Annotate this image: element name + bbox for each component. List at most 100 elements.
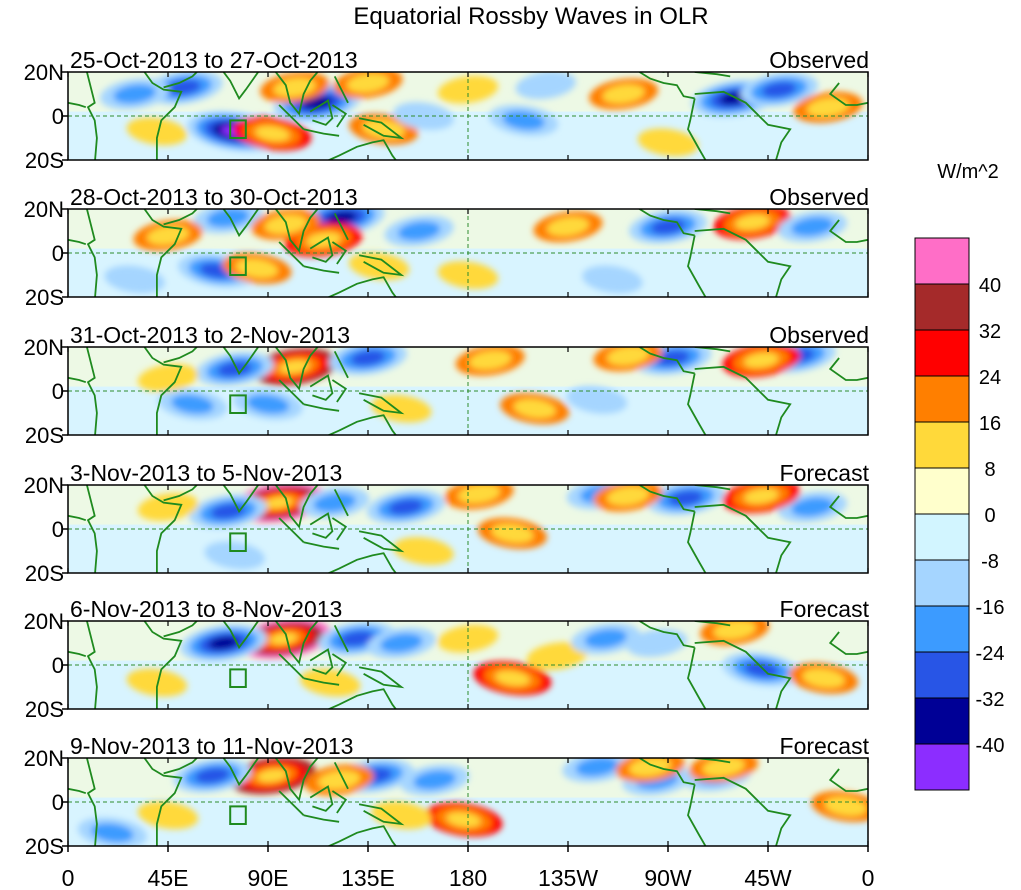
australia-north-coast <box>326 688 397 709</box>
south-america-west-coast <box>687 98 707 160</box>
x-tick-label: 90W <box>644 865 692 890</box>
anomaly-2-1-level--32 <box>326 211 357 225</box>
anomaly-5-9-level-8 <box>802 668 845 688</box>
anomaly-2-15-level--8 <box>582 265 643 294</box>
australia-north-coast <box>326 139 397 160</box>
south-america-west-coast <box>687 784 707 846</box>
indochina-coast <box>274 72 319 116</box>
indochina-coast <box>274 758 319 802</box>
sulawesi-coast <box>331 379 348 403</box>
central-america-coast <box>637 72 695 100</box>
anomaly-6-11-level-8 <box>702 758 745 777</box>
africa-west-coast <box>85 485 98 573</box>
anomaly-2-4-level--16 <box>397 221 441 241</box>
panel-status: Forecast <box>780 596 870 622</box>
anomaly-1-18-level--8 <box>515 72 576 100</box>
chart-title: Equatorial Rossby Waves in OLR <box>353 3 708 30</box>
java-coast <box>303 677 340 686</box>
australia-north-coast <box>326 276 397 297</box>
anomaly-5-3-level--24 <box>339 630 375 647</box>
anomaly-1-8-level-8 <box>346 73 390 93</box>
anomaly-3-10-level--16 <box>246 394 290 414</box>
coastlines <box>68 758 868 846</box>
y-tick-label: 20N <box>24 335 64 360</box>
india-coast <box>222 72 260 101</box>
anomaly-5-12-level-8 <box>126 668 188 697</box>
anomaly-1-9-level-8 <box>362 119 405 139</box>
africa-west-coast <box>85 621 98 709</box>
anomaly-3-7-level-8 <box>468 350 512 370</box>
coastlines <box>68 621 868 709</box>
monitor-box <box>229 532 247 553</box>
colorbar-level-label: 8 <box>984 459 995 481</box>
new-guinea-coast <box>358 117 405 140</box>
philippines-coast <box>333 212 349 241</box>
africa-west-coast <box>85 758 98 846</box>
colorbar-level-label: -16 <box>976 597 1005 619</box>
panel-status: Forecast <box>780 733 870 759</box>
java-coast <box>303 265 340 274</box>
sumatra-coast <box>278 241 305 267</box>
africa-west-coast <box>85 209 98 297</box>
anomaly-blobs <box>77 758 868 846</box>
new-guinea-coast <box>358 803 405 826</box>
philippines-coast <box>333 75 349 104</box>
africa-east-coast <box>143 758 183 846</box>
x-tick-label: 135W <box>538 865 598 890</box>
anomaly-4-11-level-8 <box>606 486 650 506</box>
colorbar-swatch <box>914 283 970 331</box>
borneo-coast <box>309 236 334 263</box>
anomaly-3-12-level-8 <box>513 399 556 419</box>
central-america-coast <box>637 758 695 786</box>
anomaly-blobs <box>126 621 859 697</box>
anomaly-4-4-level--24 <box>388 499 424 515</box>
arabia-coast <box>163 347 199 364</box>
java-coast <box>303 128 340 137</box>
colorbar-swatch <box>914 237 970 285</box>
y-tick-label: 0 <box>52 517 64 542</box>
anomaly-6-15-level-8 <box>137 801 199 830</box>
anomaly-2-3-level--16 <box>206 209 250 228</box>
colorbar-level-label: 40 <box>979 275 1001 297</box>
panel-1: 20N 0 20S 25-Oct-2013 to 27-Oct-2013 Observe… <box>24 47 869 173</box>
south-america-west-coast <box>687 373 707 435</box>
sulawesi-coast <box>331 517 348 541</box>
borneo-coast <box>309 99 334 126</box>
monitor-box <box>229 805 247 826</box>
y-tick-label: 20S <box>25 697 64 722</box>
anomaly-5-7-level--16 <box>584 629 628 649</box>
panel-date-range: 28-Oct-2013 to 30-Oct-2013 <box>70 184 358 210</box>
gulf-of-guinea-coast <box>68 514 87 522</box>
gulf-of-guinea-coast <box>68 376 87 384</box>
y-tick-label: 20S <box>25 423 64 448</box>
colorbar-level-label: -8 <box>981 551 999 573</box>
y-tick-label: 0 <box>52 241 64 266</box>
anomaly-3-3-level--24 <box>217 361 252 377</box>
colorbar-swatch <box>914 375 970 423</box>
sulawesi-coast <box>331 104 348 128</box>
anomaly-3-4-level--24 <box>655 350 690 366</box>
anomaly-5-5-level-8 <box>495 670 530 686</box>
monitor-box <box>229 119 247 140</box>
anomaly-6-1-level-8 <box>257 769 288 783</box>
panel-status: Observed <box>769 47 869 73</box>
colorbar-level-label: -24 <box>976 643 1005 665</box>
australia-north-coast <box>326 414 397 435</box>
x-tick-label: 45E <box>148 865 189 890</box>
anomaly-3-14-level--8 <box>566 385 628 414</box>
africa-west-coast <box>85 72 98 160</box>
west-africa-coast <box>828 768 868 792</box>
sumatra-coast <box>278 379 305 405</box>
indochina-coast <box>274 485 319 529</box>
colorbar-level-label: 24 <box>979 367 1001 389</box>
panel-date-range: 6-Nov-2013 to 8-Nov-2013 <box>70 596 342 622</box>
coastlines <box>68 485 868 573</box>
x-tick-label: 0 <box>62 865 75 890</box>
coastlines <box>68 209 868 297</box>
sulawesi-coast <box>331 241 348 265</box>
colorbar-level-label: -40 <box>976 735 1005 757</box>
anomaly-5-2-level--32 <box>208 636 239 650</box>
south-america-east-coast <box>694 503 792 573</box>
south-america-west-coast <box>687 511 707 573</box>
